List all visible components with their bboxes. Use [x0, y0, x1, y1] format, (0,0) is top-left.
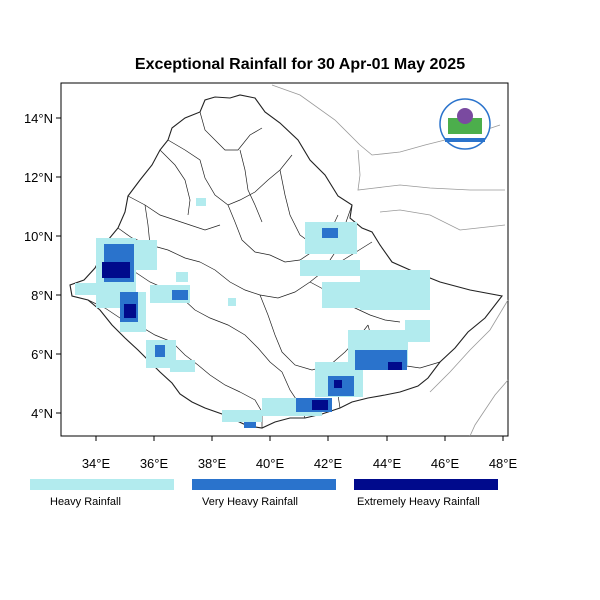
x-tick-labels: 34°E 36°E 38°E 40°E 42°E 44°E 46°E 48°E [82, 456, 518, 471]
x-tick-label: 40°E [256, 456, 285, 471]
y-tick-label: 12°N [24, 170, 53, 185]
x-tick-label: 42°E [314, 456, 343, 471]
x-tick-label: 36°E [140, 456, 169, 471]
x-tick-label: 44°E [373, 456, 402, 471]
tick-marks [56, 117, 504, 441]
x-tick-label: 48°E [489, 456, 518, 471]
legend-label-heavy: Heavy Rainfall [50, 496, 121, 508]
map-title: Exceptional Rainfall for 30 Apr-01 May 2… [134, 56, 466, 73]
y-tick-label: 6°N [31, 347, 53, 362]
x-tick-label: 38°E [198, 456, 227, 471]
y-tick-label: 8°N [31, 288, 53, 303]
legend-swatch-very-heavy [192, 479, 336, 490]
y-tick-label: 10°N [24, 229, 53, 244]
y-tick-label: 14°N [24, 111, 53, 126]
x-tick-label: 34°E [82, 456, 111, 471]
y-tick-label: 4°N [31, 406, 53, 421]
meteorology-institute-logo [439, 98, 491, 150]
country-outline [69, 94, 503, 429]
legend-label-extreme: Extremely Heavy Rainfall [357, 496, 480, 508]
y-tick-labels: 4°N 6°N 8°N 10°N 12°N 14°N [24, 111, 53, 421]
legend-swatch-heavy [30, 479, 174, 490]
legend-label-very-heavy: Very Heavy Rainfall [202, 496, 298, 508]
legend-swatch-extreme [354, 479, 498, 490]
x-tick-label: 46°E [431, 456, 460, 471]
rainfall-extreme-areas [102, 262, 402, 410]
